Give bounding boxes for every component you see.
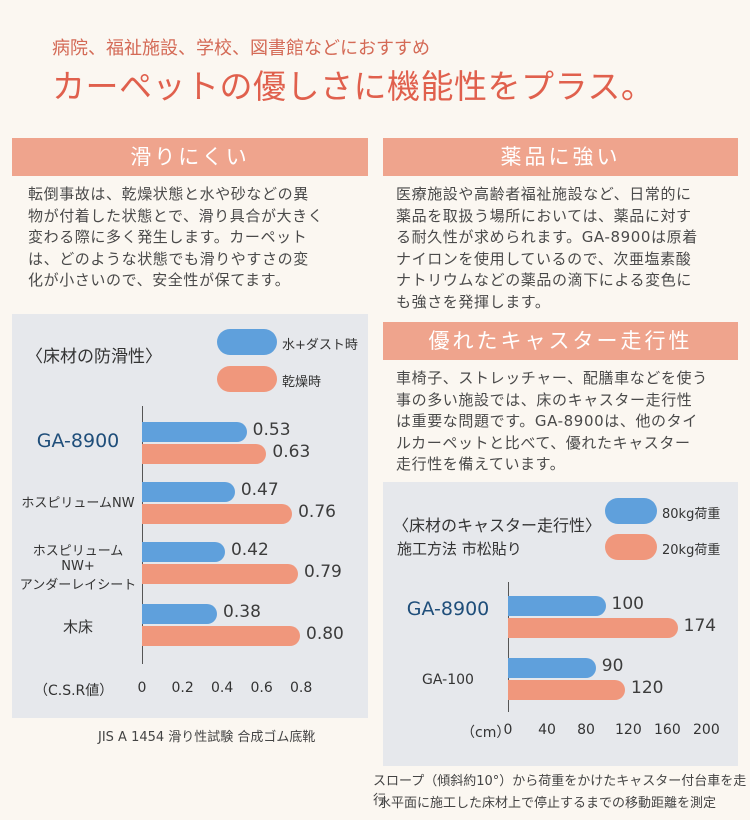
section-body-chemical: 医療施設や高齢者福祉施設など、日常的に 薬品を取扱う場所においては、薬品に対す … <box>396 184 741 313</box>
x-axis-label: （C.S.R値） <box>34 683 114 699</box>
text-line: も強さを発揮します。 <box>396 292 551 311</box>
category-label: 木床 <box>16 616 140 637</box>
x-axis-label: （cm） <box>461 725 511 741</box>
bar-secondary <box>508 680 625 700</box>
text-line: は、どのような状態でも滑りやすさの変 <box>28 249 309 268</box>
value-label: 0.53 <box>252 420 291 440</box>
bar-secondary <box>142 564 299 584</box>
text-line: ナトリウムなどの薬品の滴下による変色に <box>396 271 692 289</box>
chart-note-caster-1: スロープ（傾斜約10°）から荷重をかけたキャスター付台車を走行 <box>373 774 747 808</box>
axis-line <box>508 582 509 712</box>
text-line: は重要な問題です。GA-8900は、他のタイ <box>396 412 698 430</box>
text-line: 車椅子、ストレッチャー、配膳車などを使う <box>396 369 708 387</box>
x-tick-label: 0.4 <box>211 680 234 696</box>
chart-panel-slip: 〈床材の防滑性〉 水+ダスト時 乾燥時 GA-8900 0.53 0.63 ホスピリュ… <box>12 314 368 718</box>
x-tick-label: 120 <box>615 722 642 738</box>
value-label: 100 <box>611 594 644 614</box>
x-tick-label: 0.8 <box>290 680 313 696</box>
x-tick-label: 200 <box>693 722 720 738</box>
text-line: 変わる際に多く発生します。カーペット <box>28 228 308 246</box>
header-title: カーペットの優しさに機能性をプラス。 <box>52 67 655 106</box>
value-label: 0.47 <box>240 480 279 500</box>
bar-primary <box>142 482 235 502</box>
category-label: GA-8900 <box>16 430 140 452</box>
section-heading-slip: 滑りにくい <box>12 138 368 176</box>
category-label: ホスピリュームNW+ アンダーレイシート <box>16 540 140 593</box>
text-line: ルカーペットと比べて、優れたキャスター <box>396 433 691 452</box>
text-line: ナイロンを使用しているので、次亜塩素酸 <box>396 249 692 268</box>
x-tick-label: 0.6 <box>250 680 273 696</box>
text-line: 医療施設や高齢者福祉施設など、日常的に <box>396 185 692 203</box>
category-label-line: ホスピリュームNW <box>21 496 135 511</box>
section-heading-chemical: 薬品に強い <box>383 138 738 176</box>
legend-label-dry: 乾燥時 <box>282 375 322 390</box>
chart-plot-caster: GA-8900 100 174 GA-100 90 120 （cm） 0 40 80 120 160 2… <box>383 482 738 766</box>
category-label-line: GA-100 <box>422 672 474 688</box>
chart-title-caster: 〈床材のキャスター走行性〉 <box>393 516 602 535</box>
chart-panel-caster: 〈床材のキャスター走行性〉 施工方法 市松貼り 80kg荷重 20kg荷重 GA… <box>383 482 738 766</box>
value-label: 0.80 <box>306 624 344 644</box>
category-label-line: GA-8900 <box>406 598 490 620</box>
value-label: 174 <box>683 616 717 636</box>
legend-label-wet: 水+ダスト時 <box>282 338 358 353</box>
x-tick-label: 0.2 <box>171 680 194 696</box>
value-label: 0.38 <box>223 602 261 622</box>
text-line: 事の多い施設では、床のキャスター走行性 <box>396 390 693 409</box>
x-tick-label: 80 <box>577 722 595 738</box>
chart-note-slip: JIS A 1454 滑り性試験 合成ゴム底靴 <box>98 730 316 745</box>
category-label: GA-8900 <box>389 598 507 620</box>
bar-secondary <box>142 444 267 464</box>
legend-swatch-wet <box>217 329 277 355</box>
value-label: 90 <box>601 656 624 676</box>
value-label: 0.42 <box>230 540 269 560</box>
category-label-line: アンダーレイシート <box>19 578 137 593</box>
axis-line <box>142 406 143 664</box>
category-label-line: ホスピリュームNW+ <box>32 544 124 574</box>
x-tick-label: 0 <box>503 722 513 738</box>
text-line: 物が付着した状態とで、滑り具合が大きく <box>28 206 324 225</box>
category-label: ホスピリュームNW <box>16 492 140 511</box>
chart-plot-slip: GA-8900 0.53 0.63 ホスピリュームNW 0.47 0.76 ホスピリュームN… <box>12 314 368 718</box>
legend-swatch-dry <box>217 366 277 392</box>
text-line: 走行性を備えています。 <box>396 455 566 473</box>
bar-primary <box>142 422 247 442</box>
chart-title-slip: 〈床材の防滑性〉 <box>26 347 162 367</box>
bar-primary <box>508 658 596 678</box>
value-label: 0.76 <box>298 502 336 522</box>
text-line: 薬品を取扱う場所においては、薬品に対す <box>396 206 692 225</box>
bar-secondary <box>508 618 678 638</box>
bar-secondary <box>142 626 300 646</box>
category-label-line: 木床 <box>62 618 93 636</box>
bar-primary <box>142 604 218 624</box>
section-heading-caster: 優れたキャスター走行性 <box>383 322 738 360</box>
bar-primary <box>508 596 606 616</box>
x-tick-label: 160 <box>654 722 681 738</box>
text-line: る耐久性が求められます。GA-8900は原着 <box>396 228 698 246</box>
bar-primary <box>142 542 225 562</box>
chart-note-caster-2: 水平面に施工した床材上で停止するまでの移動距離を測定 <box>378 796 717 811</box>
legend-label-80kg: 80kg荷重 <box>662 507 721 522</box>
chart-subtitle-caster: 施工方法 市松貼り <box>397 540 522 558</box>
section-body-caster: 車椅子、ストレッチャー、配膳車などを使う 事の多い施設では、床のキャスター走行性… <box>396 368 741 476</box>
category-label: GA-100 <box>389 672 507 688</box>
legend-swatch-80kg <box>605 498 657 524</box>
legend-label-20kg: 20kg荷重 <box>662 543 721 558</box>
section-body-slip: 転倒事故は、乾燥状態と水や砂などの異 物が付着した状態とで、滑り具合が大きく 変… <box>28 184 368 292</box>
value-label: 120 <box>631 678 664 698</box>
bar-secondary <box>142 504 293 524</box>
text-line: 化が小さいので、安全性が保てます。 <box>28 271 291 289</box>
x-tick-label: 0 <box>137 680 147 696</box>
legend-swatch-20kg <box>605 534 657 560</box>
text-line: 転倒事故は、乾燥状態と水や砂などの異 <box>28 185 309 203</box>
category-label-line: GA-8900 <box>36 430 120 452</box>
value-label: 0.79 <box>304 562 342 582</box>
x-tick-label: 40 <box>538 722 556 738</box>
value-label: 0.63 <box>272 442 311 462</box>
header-subtitle: 病院、福祉施設、学校、図書館などにおすすめ <box>52 38 430 59</box>
